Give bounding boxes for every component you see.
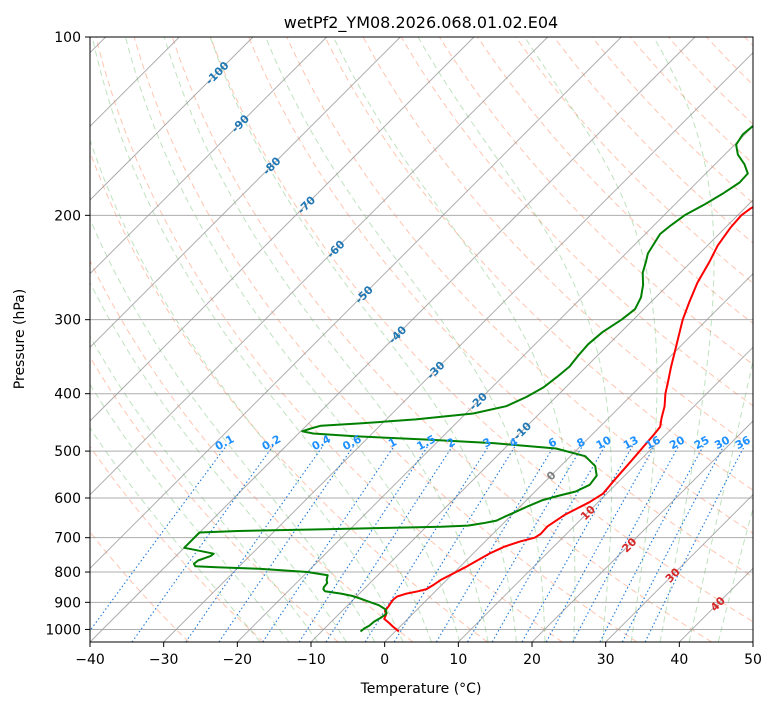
y-tick-label: 900 (54, 595, 81, 611)
y-tick-label: 400 (54, 387, 81, 403)
mixing-ratio-line (621, 445, 725, 642)
mixing-ratio-label: 25 (692, 433, 712, 452)
x-tick-label: −30 (149, 652, 179, 668)
isotherm (457, 346, 753, 642)
moist-adiabat (417, 37, 612, 642)
x-tick-label: −40 (75, 652, 105, 668)
plot-frame (89, 36, 754, 643)
isotherm (310, 199, 753, 642)
x-tick-label: 40 (670, 652, 688, 668)
mixing-ratio-line (325, 445, 454, 642)
dry-adiabat (591, 37, 753, 204)
moist-adiabat (125, 37, 461, 642)
dry-adiabat (90, 445, 264, 642)
y-tick-label: 800 (54, 565, 81, 581)
mixing-ratio-line (185, 445, 324, 642)
isotherm (90, 37, 401, 349)
y-tick-label: 300 (54, 313, 81, 329)
dry-adiabat (515, 37, 753, 284)
mixing-ratio-line (218, 445, 355, 642)
mixing-ratio-label: 13 (621, 433, 641, 452)
moist-adiabat (209, 37, 517, 642)
mixing-ratio-label: 36 (733, 433, 753, 452)
moist-adiabat (90, 138, 404, 642)
temperature-line (383, 206, 753, 633)
isotherm (605, 493, 753, 642)
dry-adiabat (95, 37, 563, 642)
x-tick-label: −10 (296, 652, 326, 668)
moist-adiabat (163, 37, 489, 642)
moist-adiabat (265, 37, 546, 642)
isotherm (531, 420, 753, 642)
moist-adiabats (90, 37, 753, 642)
mixing-ratio-label: 16 (643, 433, 663, 452)
dry-adiabat (400, 37, 753, 407)
dewpoint-line (183, 124, 753, 633)
mixing-ratio-line (435, 445, 555, 642)
profile-series (183, 124, 753, 633)
dry-adiabat (90, 259, 414, 642)
isotherm (90, 37, 254, 201)
mixing-ratio-line (262, 445, 395, 642)
moist-adiabat (91, 37, 432, 642)
mixing-ratio-line (393, 445, 516, 642)
moist-adiabat (717, 506, 753, 642)
dry-adiabat (133, 37, 638, 642)
dry-adiabat (477, 37, 753, 325)
y-tick-label: 1000 (45, 622, 81, 638)
x-tick-label: 0 (380, 652, 389, 668)
y-axis-label: Pressure (hPa) (12, 289, 28, 389)
x-tick-label: −20 (223, 652, 253, 668)
mixing-ratio-label: 30 (712, 433, 732, 452)
moist-adiabat (90, 427, 261, 642)
y-tick-label: 500 (54, 444, 81, 460)
isotherm (90, 37, 475, 422)
y-tick-label: 200 (54, 208, 81, 224)
moist-adiabat (688, 358, 753, 642)
y-tick-label: 100 (54, 30, 81, 46)
mixing-ratio-line (131, 445, 274, 642)
dry-adiabat (171, 37, 712, 642)
mixing-ratio-label: 20 (667, 433, 687, 452)
isotherm (90, 37, 622, 570)
isotherm (163, 51, 753, 642)
mixing-ratio-line (644, 445, 746, 642)
dry-adiabat (248, 37, 753, 578)
moist-adiabat (90, 335, 319, 642)
dry-adiabat (629, 37, 753, 165)
isotherm (90, 37, 328, 275)
y-tick-label: 700 (54, 531, 81, 547)
y-tick-label: 600 (54, 491, 81, 507)
chart-title: wetPf2_YM08.2026.068.01.02.E04 (284, 13, 558, 33)
dry-adiabat (210, 37, 753, 623)
moist-adiabat (653, 37, 715, 642)
mixing-ratio-line (298, 445, 429, 642)
isobars (90, 37, 753, 630)
x-tick-label: 30 (597, 652, 615, 668)
x-tick-label: 50 (744, 652, 762, 668)
x-tick-label: 10 (449, 652, 467, 668)
moist-adiabat (90, 217, 376, 642)
x-tick-label: 20 (523, 652, 541, 668)
x-axis-ticks: −40 −30 −20 −10 0 10 20 30 40 50 (75, 642, 762, 668)
y-axis-ticks: 100 200 300 400 500 600 700 800 900 1000 (45, 30, 90, 638)
dry-adiabat (324, 37, 753, 491)
moist-adiabat (332, 37, 576, 642)
x-axis-label: Temperature (°C) (360, 681, 482, 697)
isotherm (90, 37, 549, 496)
mixing-ratio-line (545, 445, 656, 642)
mixing-ratio-label: 10 (594, 433, 614, 452)
isotherm (384, 272, 753, 642)
mixing-ratio-line (467, 445, 584, 642)
moist-adiabat (524, 37, 658, 642)
